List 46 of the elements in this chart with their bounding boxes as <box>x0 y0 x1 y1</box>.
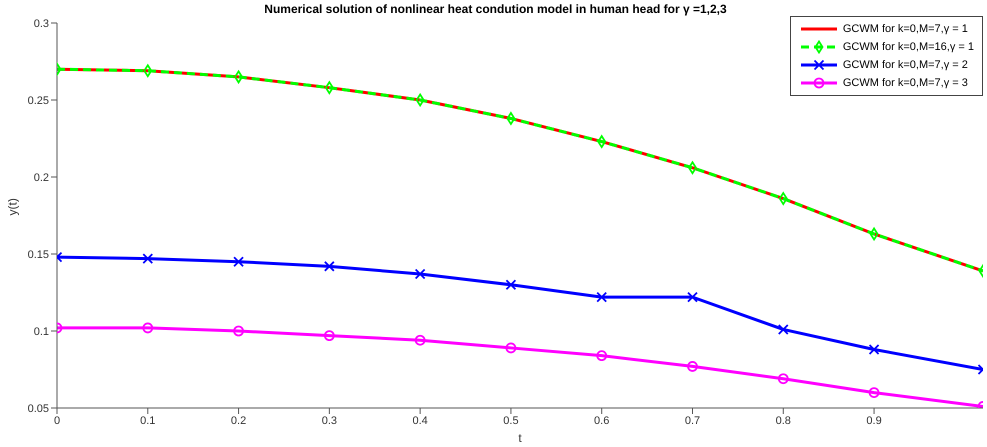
legend-label: GCWM for k=0,M=7,γ = 2 <box>842 59 968 71</box>
point <box>414 334 426 346</box>
legend-label: GCWM for k=0,M=16,γ = 1 <box>842 41 974 53</box>
point <box>414 268 426 280</box>
x-tick-label: 0.2 <box>230 414 246 427</box>
y-tick-label: 0.25 <box>28 94 49 107</box>
point <box>416 94 425 106</box>
legend-label: GCWM for k=0,M=7,γ = 3 <box>842 77 968 89</box>
point <box>142 322 154 334</box>
x-axis-title: t <box>518 431 522 445</box>
x-tick-label: 0.8 <box>776 414 791 427</box>
point <box>597 135 606 148</box>
point <box>778 373 789 384</box>
y-axis-title: y(t) <box>5 198 20 216</box>
chart-title: Numerical solution of nonlinear heat condution model in human head for γ =1,2,3 <box>263 2 728 16</box>
point <box>596 292 608 303</box>
y-tick-label: 0.3 <box>34 18 49 30</box>
x-tick-label: 0.9 <box>866 414 882 427</box>
point <box>233 256 244 268</box>
point <box>506 342 516 354</box>
y-tick-label: 0.2 <box>34 172 49 184</box>
y-tick-label: 0.1 <box>34 326 49 338</box>
point <box>596 350 608 362</box>
point <box>687 361 698 372</box>
x-tick-label: 0.3 <box>322 414 337 427</box>
point <box>324 81 334 94</box>
point <box>687 292 698 303</box>
point <box>142 253 154 264</box>
point <box>868 387 880 398</box>
x-tick-label: 0.5 <box>503 414 519 427</box>
point <box>868 344 880 355</box>
x-tick-label: 0 <box>54 414 60 427</box>
x-tick-label: 0.4 <box>412 414 428 427</box>
x-tick-label: 0.6 <box>594 414 610 427</box>
legend-label: GCWM for k=0,M=7,γ = 1 <box>842 23 968 35</box>
point <box>324 260 335 272</box>
y-tick-label: 0.15 <box>28 248 49 261</box>
y-tick-label: 0.05 <box>28 402 49 415</box>
point <box>506 279 516 290</box>
point <box>778 324 789 335</box>
point <box>778 192 788 205</box>
point <box>143 64 152 78</box>
x-tick-label: 0.7 <box>684 414 700 427</box>
point <box>324 330 335 342</box>
x-tick-label: 0.1 <box>140 414 156 427</box>
point <box>233 326 244 336</box>
